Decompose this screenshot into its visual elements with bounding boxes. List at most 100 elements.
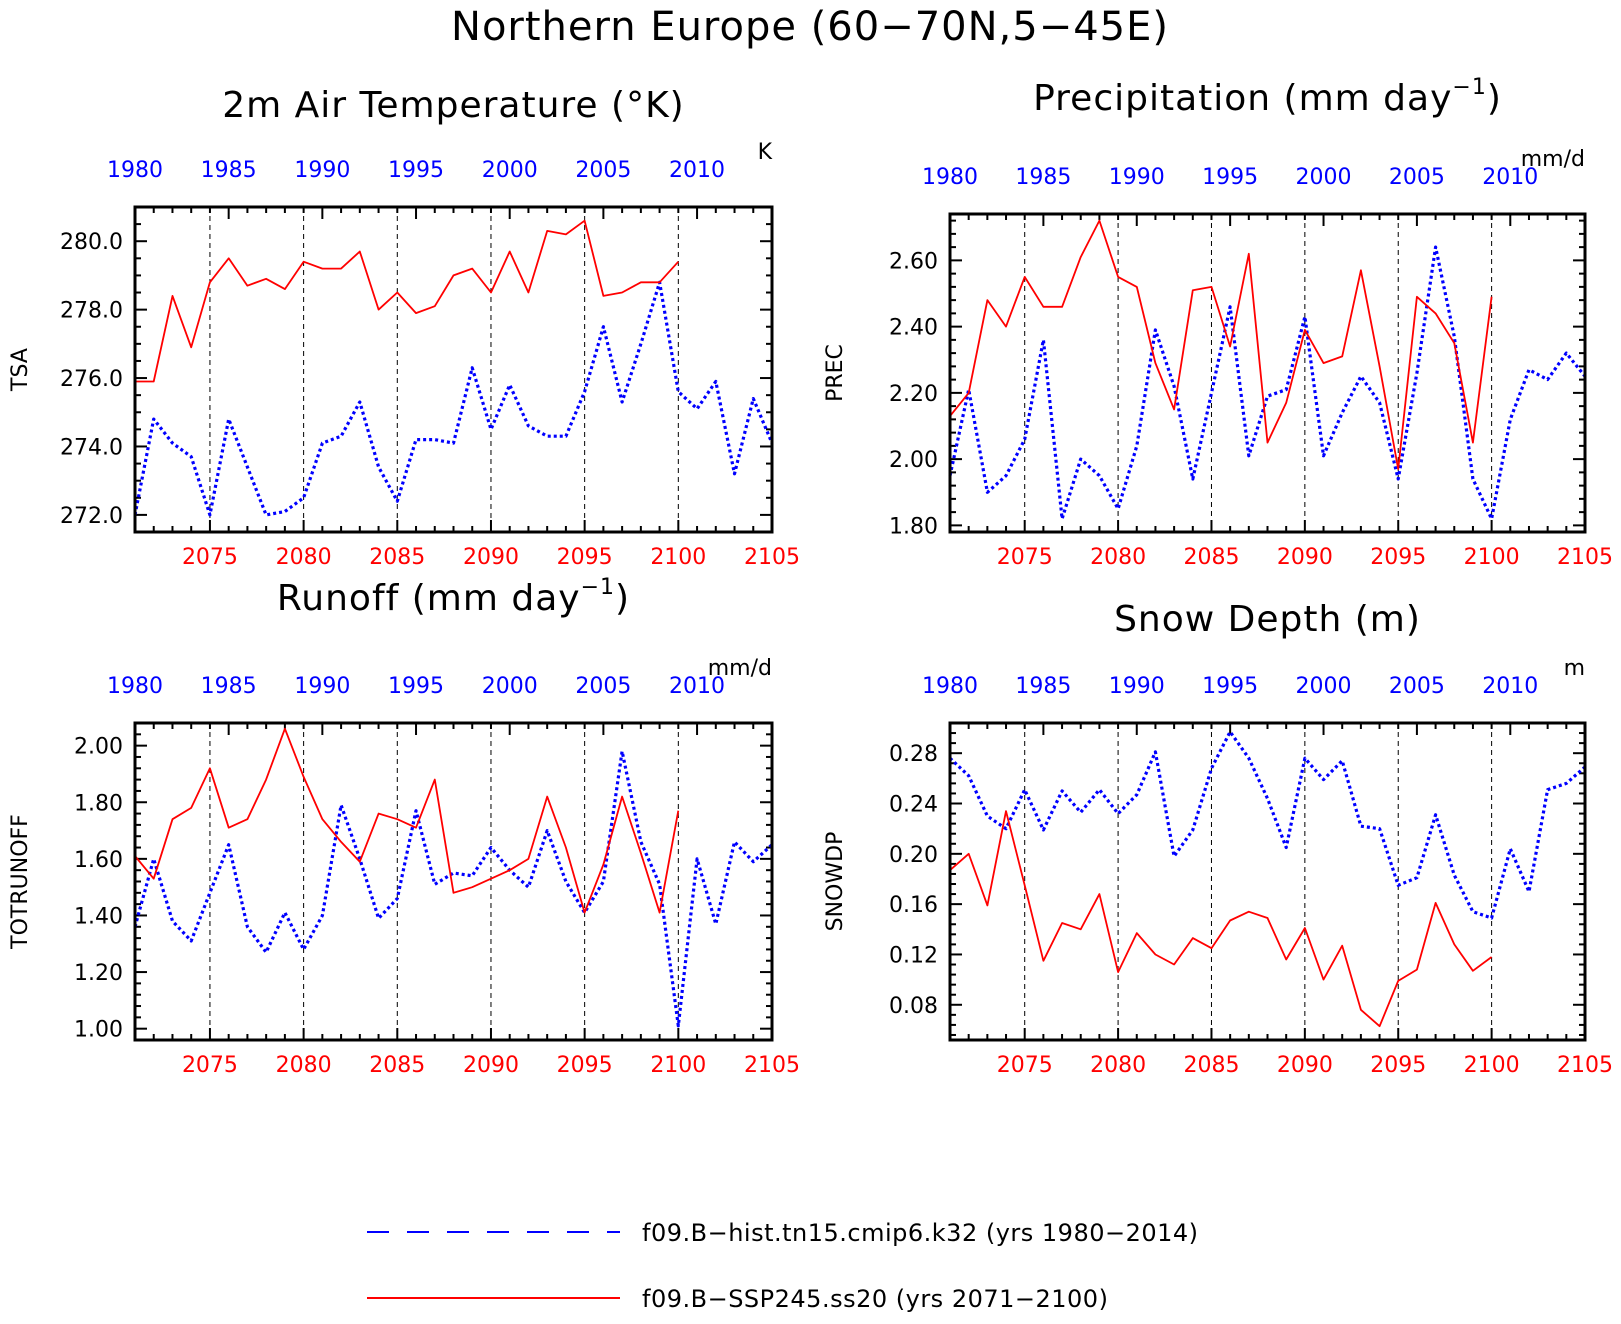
plot-frame	[133, 205, 774, 534]
panel-title-superscript: −1	[1452, 75, 1486, 100]
y-tick-label: 2.40	[889, 316, 938, 341]
x-tick-label-top: 1995	[1202, 674, 1258, 699]
plot-frame	[133, 721, 774, 1042]
x-tick-label-bottom: 2080	[1090, 1053, 1146, 1078]
x-tick-label-top: 2005	[575, 674, 631, 699]
x-tick-label-top: 1980	[107, 674, 163, 699]
x-tick-label-bottom: 2090	[1277, 545, 1333, 570]
plot-frame	[948, 721, 1587, 1042]
x-tick-label-bottom: 2075	[997, 1053, 1053, 1078]
x-tick-label-bottom: 2100	[1464, 1053, 1520, 1078]
y-tick-label: 280.0	[60, 230, 123, 255]
x-tick-label-top: 1980	[922, 674, 978, 699]
y-tick-label: 0.16	[889, 893, 938, 918]
series-line-future	[134, 727, 680, 914]
y-tick-label: 1.20	[74, 961, 123, 986]
panel-title-text: Runoff (mm day	[277, 578, 581, 619]
x-tick-label-bottom: 2095	[1370, 545, 1426, 570]
series-line-hist	[948, 245, 1587, 521]
y-tick-label: 2.00	[889, 448, 938, 473]
x-tick-label-top: 1980	[922, 165, 978, 190]
panel-title-text: Snow Depth (m)	[1114, 599, 1421, 640]
y-tick-label: 1.40	[74, 904, 123, 929]
x-tick-label-bottom: 2095	[557, 545, 613, 570]
x-tick-label-bottom: 2085	[369, 545, 425, 570]
chart-panel-1: 2m Air Temperature (°K) K TSA 2075 2080 2085 2…	[8, 85, 800, 570]
x-tick-label-top: 1990	[294, 158, 350, 183]
y-tick-label: 0.08	[889, 994, 938, 1019]
y-tick-label: 2.60	[889, 249, 938, 274]
x-tick-label-bottom: 2090	[463, 545, 519, 570]
x-tick-label-top: 1990	[1109, 674, 1165, 699]
x-tick-label-bottom: 2080	[276, 545, 332, 570]
y-tick-label: 1.60	[74, 848, 123, 873]
chart-panel-4: Snow Depth (m) m SNOWDP 2075 2080 2085 2090 209…	[823, 599, 1613, 1078]
x-tick-label-bottom: 2075	[182, 545, 238, 570]
plot-frame	[948, 212, 1587, 534]
figure-title: Northern Europe (60−70N,5−45E)	[451, 4, 1169, 50]
x-tick-label-bottom: 2095	[557, 1053, 613, 1078]
x-tick-label-top: 2010	[669, 158, 725, 183]
unit-label: m	[1564, 656, 1585, 681]
y-tick-label: 1.80	[889, 514, 938, 539]
x-tick-label-bottom: 2080	[276, 1053, 332, 1078]
x-tick-label-bottom: 2085	[1183, 1053, 1239, 1078]
y-tick-label: 0.20	[889, 843, 938, 868]
x-tick-label-bottom: 2105	[1557, 1053, 1613, 1078]
x-tick-label-top: 1985	[1015, 165, 1071, 190]
x-tick-label-top: 2005	[1389, 165, 1445, 190]
y-axis-label: TSA	[8, 348, 33, 392]
x-tick-label-top: 1990	[294, 674, 350, 699]
x-tick-label-bottom: 2100	[1464, 545, 1520, 570]
x-tick-label-bottom: 2075	[997, 545, 1053, 570]
x-tick-label-bottom: 2100	[650, 545, 706, 570]
x-tick-label-top: 1995	[388, 674, 444, 699]
unit-label: K	[758, 140, 773, 165]
x-tick-label-bottom: 2105	[1557, 545, 1613, 570]
y-tick-label: 2.00	[74, 735, 123, 760]
y-tick-label: 0.12	[889, 943, 938, 968]
panel-title-superscript: −1	[581, 575, 615, 600]
chart-panel-3: Runoff (mm day−1) mm/d TOTRUNOFF 2075 2080 20…	[8, 575, 800, 1078]
x-tick-label-bottom: 2085	[1183, 545, 1239, 570]
x-tick-label-top: 2005	[575, 158, 631, 183]
x-tick-label-top: 2010	[669, 674, 725, 699]
x-tick-label-top: 1980	[107, 158, 163, 183]
y-tick-label: 2.20	[889, 382, 938, 407]
x-tick-label-top: 1985	[201, 674, 257, 699]
y-tick-label: 0.24	[889, 793, 938, 818]
x-tick-label-bottom: 2090	[463, 1053, 519, 1078]
series-line-future	[135, 219, 679, 383]
panel-title-close: )	[1487, 78, 1502, 119]
y-tick-label: 0.28	[889, 742, 938, 767]
x-tick-label-top: 1995	[388, 158, 444, 183]
x-tick-label-top: 1985	[1015, 674, 1071, 699]
chart-panel-2: Precipitation (mm day−1) mm/d PREC 2075 2080…	[823, 75, 1613, 570]
y-tick-label: 276.0	[60, 367, 123, 392]
legend-label-hist: f09.B−hist.tn15.cmip6.k32 (yrs 1980−2014…	[642, 1219, 1199, 1247]
y-tick-label: 272.0	[60, 504, 123, 529]
x-tick-label-bottom: 2105	[744, 545, 800, 570]
y-tick-label: 1.00	[74, 1018, 123, 1043]
x-tick-label-top: 2000	[1296, 674, 1352, 699]
series-line-hist	[133, 280, 774, 517]
legend: f09.B−hist.tn15.cmip6.k32 (yrs 1980−2014…	[367, 1219, 1199, 1313]
series-line-future	[949, 810, 1493, 1028]
x-tick-label-top: 2000	[482, 674, 538, 699]
unit-label: mm/d	[708, 656, 772, 681]
y-axis-label: SNOWDP	[823, 832, 848, 932]
panel-title-close: )	[615, 578, 630, 619]
x-tick-label-top: 1995	[1202, 165, 1258, 190]
x-tick-label-bottom: 2100	[650, 1053, 706, 1078]
x-tick-label-top: 2005	[1389, 674, 1445, 699]
panel-title: Runoff (mm day−1)	[277, 575, 630, 619]
panel-title-text: 2m Air Temperature (°K)	[222, 85, 684, 126]
x-tick-label-bottom: 2095	[1370, 1053, 1426, 1078]
panel-title-text: Precipitation (mm day	[1033, 78, 1452, 119]
x-tick-label-top: 1990	[1109, 165, 1165, 190]
y-tick-label: 1.80	[74, 791, 123, 816]
unit-label: mm/d	[1521, 147, 1585, 172]
y-tick-label: 278.0	[60, 299, 123, 324]
series-line-future	[949, 219, 1493, 471]
